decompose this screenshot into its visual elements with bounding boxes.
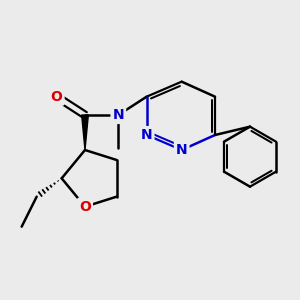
Text: N: N bbox=[141, 128, 152, 142]
Text: N: N bbox=[176, 143, 188, 157]
Text: O: O bbox=[79, 200, 91, 214]
Polygon shape bbox=[82, 115, 88, 150]
Text: N: N bbox=[112, 108, 124, 122]
Text: O: O bbox=[51, 90, 63, 104]
